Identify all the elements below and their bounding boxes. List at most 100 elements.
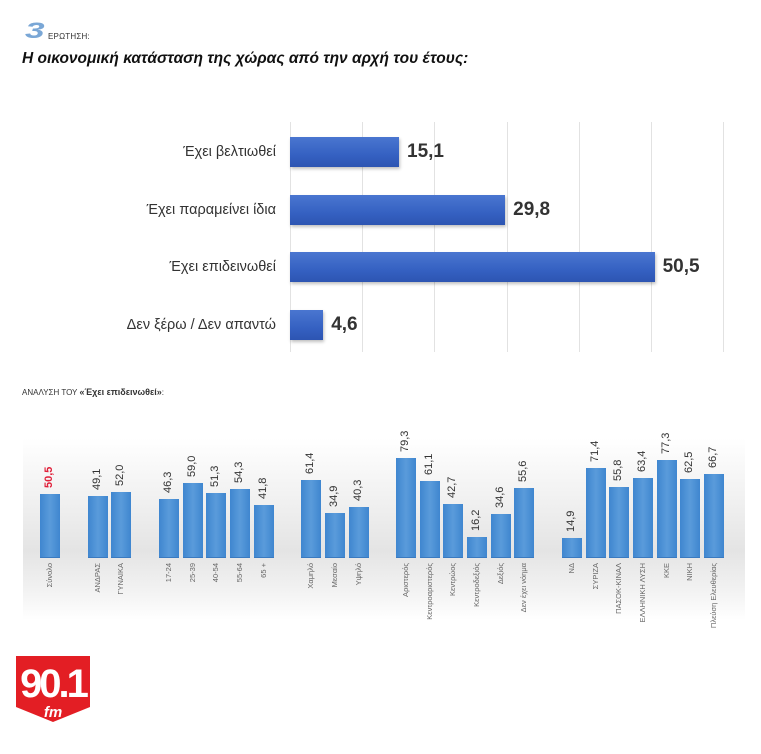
bar bbox=[88, 495, 108, 557]
category-label: 25-39 bbox=[188, 563, 197, 583]
bar bbox=[443, 503, 463, 557]
breakdown-prefix: ΑΝΑΛΥΣΗ ΤΟΥ bbox=[22, 388, 80, 397]
bar bbox=[159, 499, 179, 557]
bar bbox=[562, 538, 582, 557]
question-label: ΕΡΩΤΗΣΗ: bbox=[48, 32, 90, 41]
value-label: 41,8 bbox=[257, 477, 269, 499]
category-label: Πλεύση Ελευθερίας bbox=[709, 563, 718, 629]
category-label: Χαμηλό bbox=[306, 563, 315, 589]
value-label: 42,7 bbox=[446, 476, 458, 498]
category-label: ΚΚΕ bbox=[662, 563, 671, 579]
value-label: 62,5 bbox=[683, 451, 695, 473]
value-label: 14,9 bbox=[565, 510, 577, 533]
page-title: Η οικονομική κατάσταση της χώρας από την… bbox=[22, 50, 469, 67]
radio-logo-icon: 90.1 fm bbox=[16, 656, 91, 722]
bar bbox=[111, 492, 131, 557]
bar bbox=[290, 195, 506, 225]
category-label: ΓΥΝΑΙΚΑ bbox=[116, 563, 125, 595]
bar bbox=[325, 513, 345, 557]
category-label: Κεντροαριστερός bbox=[425, 563, 434, 620]
value-label: 40,3 bbox=[352, 479, 364, 501]
bar bbox=[301, 480, 321, 557]
category-label: Έχει επιδεινωθεί bbox=[169, 259, 276, 275]
gridline bbox=[506, 122, 508, 352]
value-label: 15,1 bbox=[407, 141, 444, 162]
bar bbox=[183, 483, 203, 557]
bar bbox=[657, 460, 677, 557]
breakdown-highlight: «Έχει επιδεινωθεί» bbox=[79, 387, 162, 397]
bar bbox=[609, 487, 629, 557]
category-label: Κεντροδεξιός bbox=[472, 563, 481, 607]
value-label: 52,0 bbox=[114, 464, 126, 486]
category-label: Κεντρώος bbox=[448, 563, 457, 596]
category-label: Αριστερός bbox=[401, 563, 410, 597]
category-label: Δεν ξέρω / Δεν απαντώ bbox=[126, 317, 276, 333]
category-label: ΝΔ bbox=[567, 563, 576, 574]
gridline bbox=[723, 122, 725, 352]
bar bbox=[40, 493, 60, 557]
value-label: 55,8 bbox=[612, 459, 624, 482]
bar bbox=[290, 252, 655, 282]
bar bbox=[349, 506, 369, 557]
gridline bbox=[578, 122, 580, 352]
value-label: 79,3 bbox=[399, 430, 411, 452]
value-label: 66,7 bbox=[707, 446, 719, 468]
value-label: 71,4 bbox=[589, 440, 601, 462]
bar bbox=[704, 473, 724, 557]
value-label: 16,2 bbox=[470, 509, 482, 531]
category-label: 65 + bbox=[259, 563, 268, 578]
main-horizontal-bar-chart: Έχει βελτιωθεί 15,1 Έχει παραμείνει ίδια 29… bbox=[126, 122, 725, 352]
value-label: 50,5 bbox=[43, 466, 55, 488]
value-label: 50,5 bbox=[662, 256, 700, 277]
bar bbox=[420, 480, 440, 557]
gridline bbox=[651, 122, 652, 352]
category-label: Έχει παραμείνει ίδια bbox=[146, 202, 276, 218]
value-label: 77,3 bbox=[660, 432, 672, 455]
gridline bbox=[362, 122, 364, 352]
category-label: 40-54 bbox=[211, 563, 220, 583]
category-label: Μεσαίο bbox=[330, 563, 339, 588]
category-label: 17-24 bbox=[164, 563, 173, 583]
value-label: 59,0 bbox=[186, 455, 198, 478]
bar bbox=[514, 487, 534, 557]
bar bbox=[396, 457, 416, 557]
bar bbox=[680, 478, 700, 557]
bar bbox=[254, 504, 274, 557]
category-label: ΕΛΛΗΝΙΚΗ ΛΥΣΗ bbox=[638, 563, 647, 623]
value-label: 55,6 bbox=[517, 460, 529, 482]
bar bbox=[633, 477, 653, 557]
gridline bbox=[434, 122, 436, 352]
breakdown-suffix: : bbox=[161, 388, 164, 397]
value-label: 61,4 bbox=[304, 452, 316, 475]
bar bbox=[230, 489, 250, 557]
value-label: 46,3 bbox=[162, 471, 174, 494]
category-label: Δεν έχει νόημα bbox=[519, 563, 528, 613]
question-number: 3 bbox=[25, 18, 45, 43]
svg-text:fm: fm bbox=[44, 704, 62, 721]
svg-text:90.1: 90.1 bbox=[20, 662, 89, 706]
value-label: 34,9 bbox=[328, 485, 340, 508]
bar bbox=[491, 513, 511, 557]
category-label: ΑΝΔΡΑΣ bbox=[93, 563, 102, 593]
gridline bbox=[290, 122, 291, 352]
value-label: 51,3 bbox=[209, 465, 221, 487]
value-label: 29,8 bbox=[513, 199, 551, 220]
value-label: 34,6 bbox=[494, 486, 506, 508]
category-label: ΠΑΣΟΚ-ΚΙΝΑΛ bbox=[614, 563, 623, 614]
category-label: 55-64 bbox=[235, 563, 244, 583]
value-label: 49,1 bbox=[91, 468, 103, 490]
category-label: ΝΙΚΗ bbox=[685, 563, 694, 581]
bar bbox=[290, 137, 400, 167]
bar bbox=[586, 467, 606, 557]
category-label: Υψηλό bbox=[354, 563, 363, 586]
breakdown-subtitle: ΑΝΑΛΥΣΗ ΤΟΥ «Έχει επιδεινωθεί»: bbox=[22, 387, 164, 397]
value-label: 63,4 bbox=[636, 450, 648, 472]
value-label: 61,1 bbox=[423, 453, 435, 475]
category-label: Σύνολο bbox=[45, 563, 54, 588]
value-label: 54,3 bbox=[233, 461, 245, 484]
category-label: ΣΥΡΙΖΑ bbox=[591, 563, 600, 590]
bar bbox=[467, 536, 487, 557]
category-label: Έχει βελτιωθεί bbox=[183, 144, 276, 160]
category-label: Δεξιός bbox=[496, 563, 505, 585]
bar bbox=[290, 310, 324, 340]
